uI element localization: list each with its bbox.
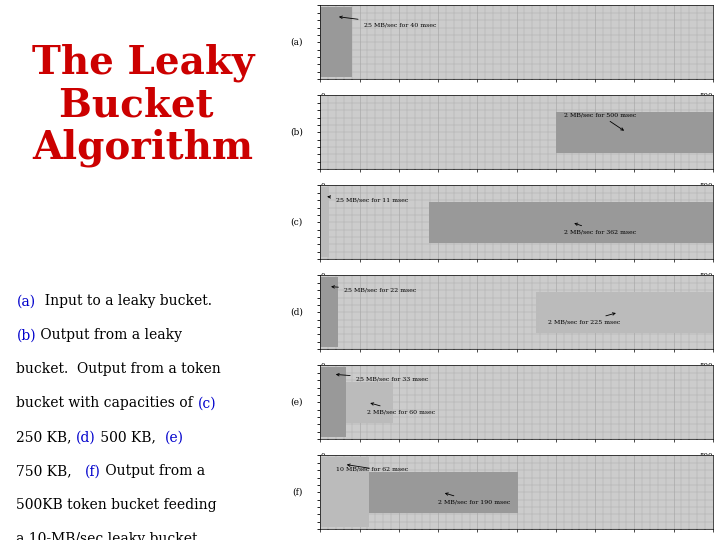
Text: 2 MB/sec for 60 msec: 2 MB/sec for 60 msec — [367, 403, 436, 414]
Bar — [428, 202, 713, 242]
Text: (b): (b) — [17, 328, 36, 342]
Text: 0: 0 — [320, 92, 325, 100]
Bar — [369, 472, 518, 512]
Text: 500: 500 — [699, 453, 713, 461]
Text: 500: 500 — [699, 92, 713, 100]
Text: (d): (d) — [290, 308, 302, 317]
Text: Output from a leaky: Output from a leaky — [36, 328, 182, 342]
Text: (f): (f) — [85, 464, 101, 478]
Bar — [320, 187, 329, 258]
Text: 0: 0 — [320, 453, 325, 461]
Text: 25 MB/sec for 22 msec: 25 MB/sec for 22 msec — [332, 286, 416, 293]
Bar — [320, 457, 369, 528]
Bar — [536, 292, 713, 333]
Text: 25 MB/sec for 33 msec: 25 MB/sec for 33 msec — [337, 374, 428, 381]
Text: 750 KB,: 750 KB, — [17, 464, 85, 478]
Text: (c): (c) — [197, 396, 216, 410]
Text: 0: 0 — [320, 362, 325, 370]
Text: Time (msec) →: Time (msec) → — [490, 465, 543, 473]
Text: (f): (f) — [292, 488, 302, 497]
Text: 10 MB/sec for 62 msec: 10 MB/sec for 62 msec — [336, 464, 408, 471]
Bar — [346, 382, 393, 423]
Text: a 10-MB/sec leaky bucket.: a 10-MB/sec leaky bucket. — [17, 532, 202, 540]
Text: (a): (a) — [17, 294, 35, 308]
Text: (e): (e) — [165, 430, 184, 444]
Text: Input to a leaky bucket.: Input to a leaky bucket. — [35, 294, 212, 308]
Text: Time (msec) →: Time (msec) → — [490, 285, 543, 293]
Text: Time (msec) →: Time (msec) → — [490, 195, 543, 203]
Bar — [320, 7, 352, 77]
Text: 500KB token bucket feeding: 500KB token bucket feeding — [17, 498, 217, 512]
Text: The Leaky
  Bucket
Algorithm: The Leaky Bucket Algorithm — [32, 43, 254, 167]
Text: 500: 500 — [699, 362, 713, 370]
Text: 0: 0 — [320, 183, 325, 191]
Bar — [320, 277, 338, 347]
Text: (b): (b) — [290, 128, 302, 137]
Text: Output from a: Output from a — [101, 464, 205, 478]
Text: 25 MB/sec for 11 msec: 25 MB/sec for 11 msec — [328, 195, 408, 202]
Text: (a): (a) — [290, 38, 302, 47]
Text: 2 MB/sec for 190 msec: 2 MB/sec for 190 msec — [438, 493, 510, 504]
Text: bucket with capacities of: bucket with capacities of — [17, 396, 197, 410]
Text: 500: 500 — [699, 273, 713, 280]
Text: 500: 500 — [699, 183, 713, 191]
Text: 500 KB,: 500 KB, — [96, 430, 165, 444]
Text: (e): (e) — [290, 398, 302, 407]
Text: 2 MB/sec for 500 msec: 2 MB/sec for 500 msec — [564, 112, 636, 130]
Bar — [556, 112, 713, 153]
Text: 2 MB/sec for 225 msec: 2 MB/sec for 225 msec — [548, 313, 621, 325]
Text: 2 MB/sec for 362 msec: 2 MB/sec for 362 msec — [564, 223, 636, 234]
Text: bucket.  Output from a token: bucket. Output from a token — [17, 362, 221, 376]
Bar — [320, 367, 346, 437]
Text: 250 KB,: 250 KB, — [17, 430, 76, 444]
Text: (c): (c) — [290, 218, 302, 227]
Text: (d): (d) — [76, 430, 96, 444]
Text: 0: 0 — [320, 273, 325, 280]
Text: 25 MB/sec for 40 msec: 25 MB/sec for 40 msec — [340, 16, 436, 27]
Text: Time (msec) →: Time (msec) → — [490, 375, 543, 383]
Text: Time (msec) →: Time (msec) → — [490, 105, 543, 113]
